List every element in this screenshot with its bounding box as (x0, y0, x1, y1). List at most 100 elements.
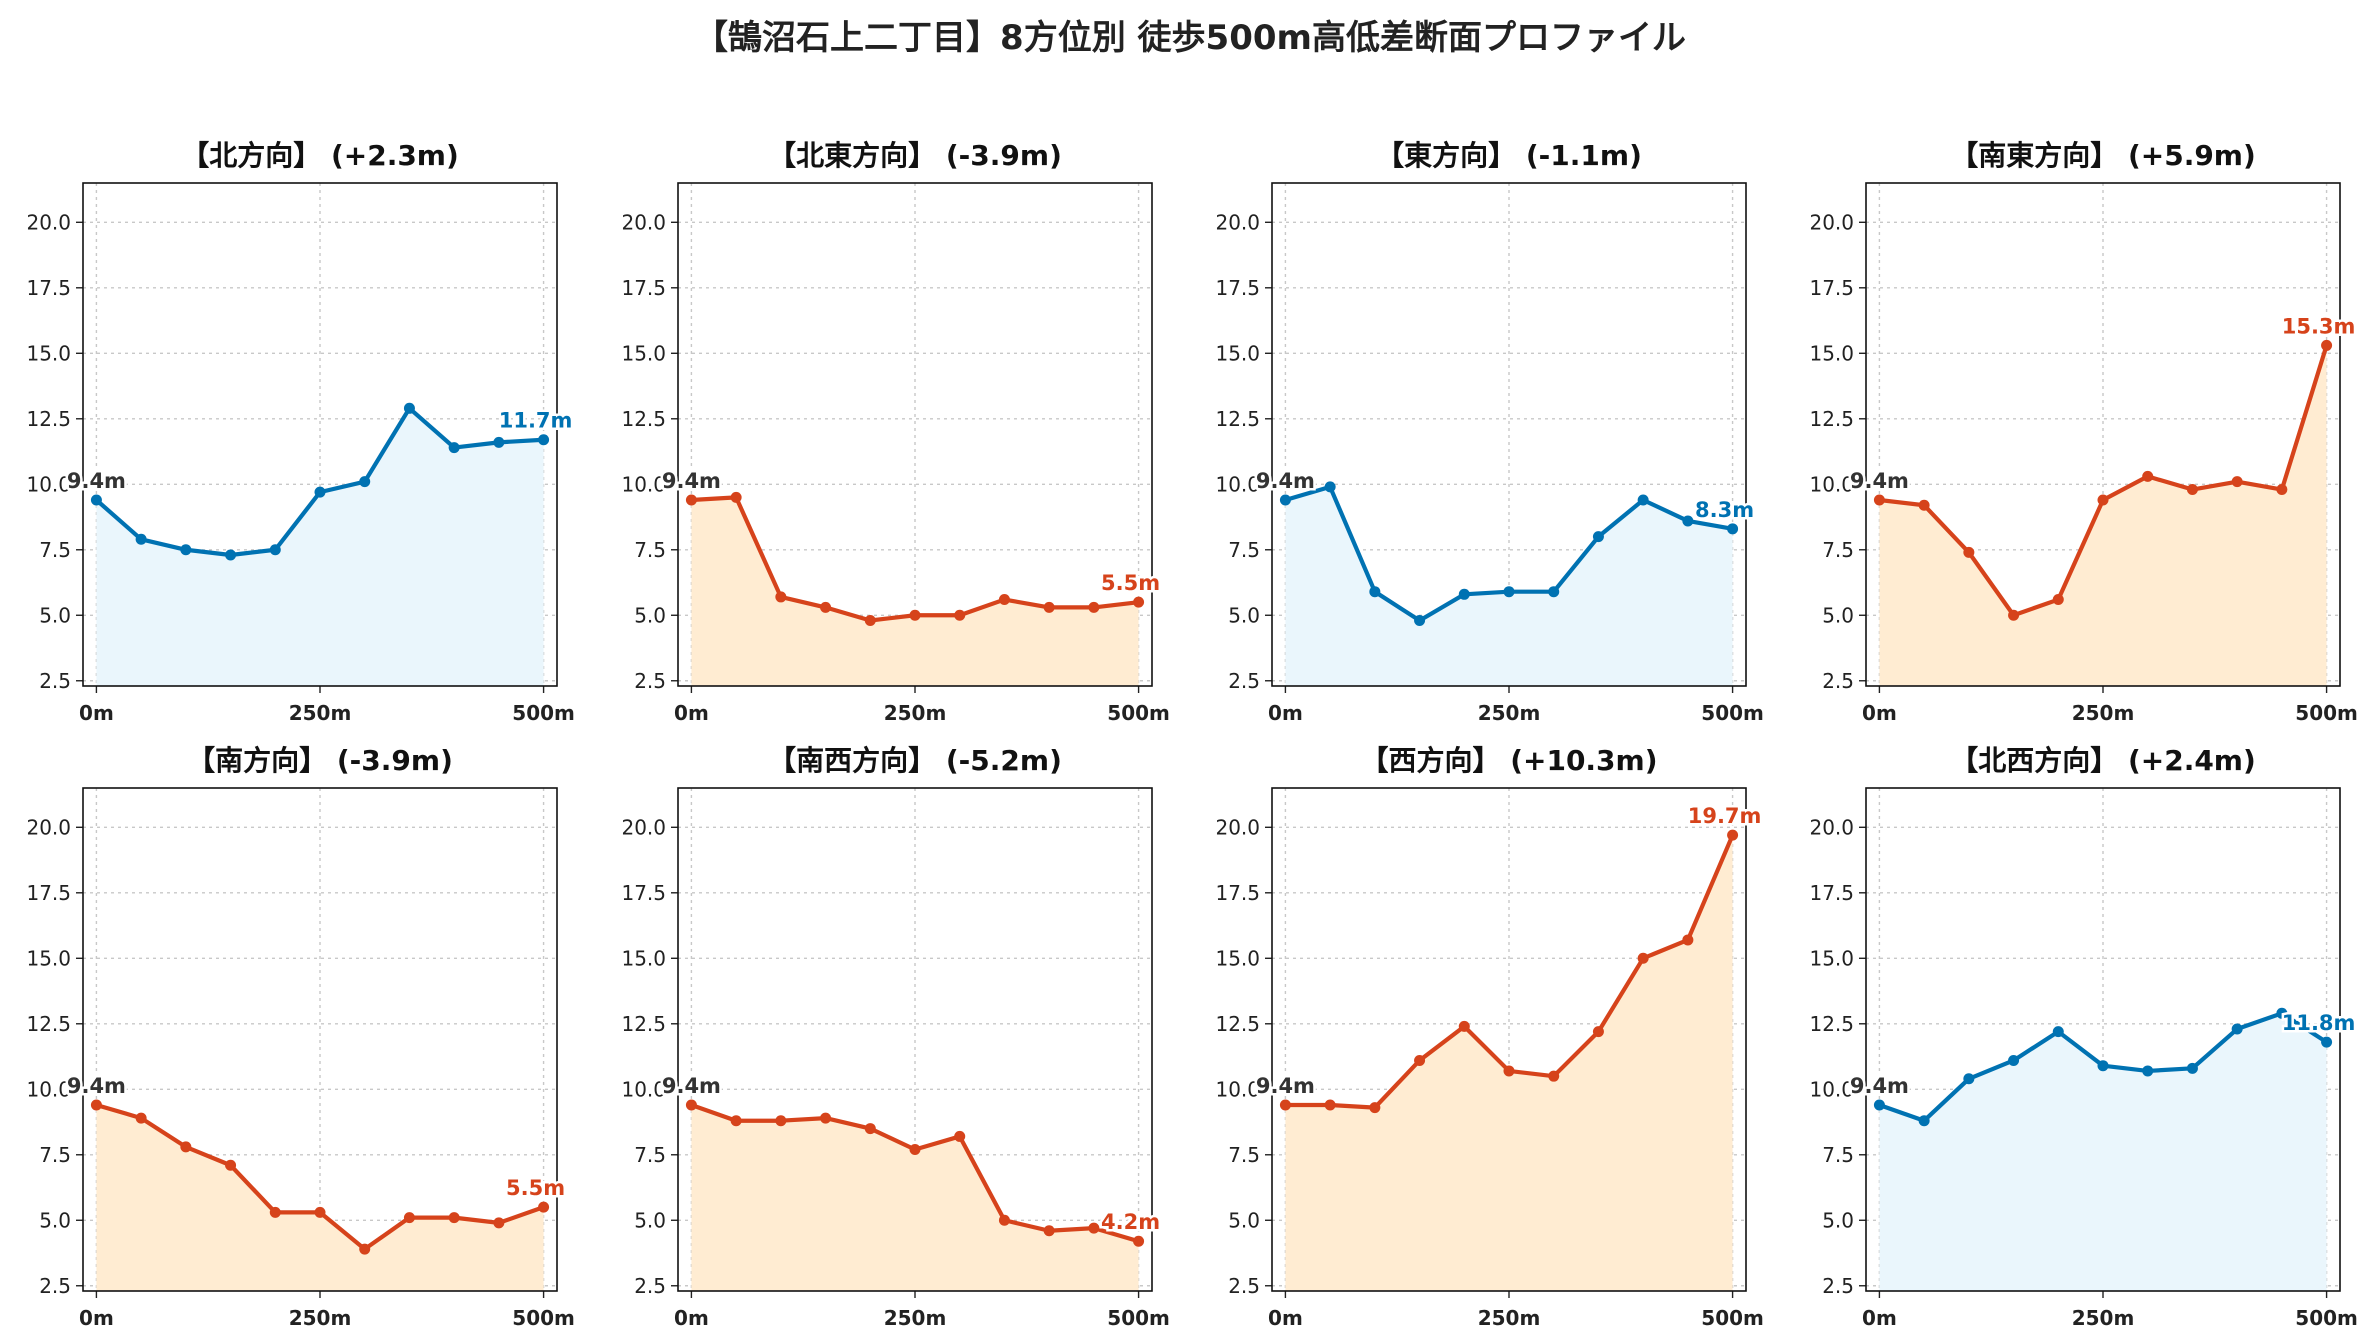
data-point (1963, 1073, 1975, 1085)
data-point (448, 442, 460, 454)
x-tick-label: 250m (289, 701, 352, 725)
data-point (954, 609, 966, 621)
start-value-label: 9.4m (1850, 1074, 1909, 1098)
x-tick-label: 500m (512, 1306, 575, 1330)
data-point (359, 476, 371, 488)
y-tick-label: 12.5 (1809, 1012, 1854, 1036)
data-point (225, 549, 237, 561)
y-tick-label: 20.0 (1809, 210, 1854, 234)
y-tick-label: 17.5 (621, 276, 666, 300)
end-value-label: 4.2m (1101, 1210, 1160, 1234)
data-point (730, 1115, 742, 1127)
y-tick-label: 7.5 (39, 1143, 71, 1167)
data-point (538, 434, 550, 446)
data-point (493, 1217, 505, 1229)
data-point (2142, 470, 2154, 482)
data-point (90, 494, 102, 506)
data-point (180, 544, 192, 556)
data-point (1324, 481, 1336, 493)
area-fill (96, 408, 544, 686)
data-point (269, 544, 281, 556)
data-point (685, 494, 697, 506)
y-tick-label: 15.0 (621, 341, 666, 365)
data-point (2008, 1054, 2020, 1066)
x-tick-label: 500m (2295, 701, 2358, 725)
area-fill (1285, 835, 1733, 1291)
area-fill (691, 497, 1139, 686)
end-value-label: 5.5m (1101, 571, 1160, 595)
y-tick-label: 15.0 (1809, 341, 1854, 365)
y-tick-label: 10.0 (1809, 472, 1854, 496)
x-tick-label: 0m (79, 701, 114, 725)
y-tick-label: 20.0 (1215, 815, 1260, 839)
end-value-label: 15.3m (2282, 314, 2356, 338)
plot-frame (677, 787, 1153, 1292)
x-tick-label: 250m (2072, 701, 2135, 725)
x-tick-label: 0m (1862, 1306, 1897, 1330)
data-point (225, 1159, 237, 1171)
area-fill (1879, 345, 2327, 686)
data-point (1133, 596, 1145, 608)
y-tick-label: 2.5 (1822, 669, 1854, 693)
y-tick-label: 12.5 (26, 407, 71, 431)
y-tick-label: 12.5 (1809, 407, 1854, 431)
y-tick-label: 12.5 (26, 1012, 71, 1036)
y-tick-label: 7.5 (1228, 1143, 1260, 1167)
data-point (1088, 601, 1100, 613)
data-point (1592, 1026, 1604, 1038)
y-tick-label: 12.5 (621, 407, 666, 431)
y-tick-label: 12.5 (1215, 1012, 1260, 1036)
data-point (1088, 1222, 1100, 1234)
x-tick-label: 0m (1268, 1306, 1303, 1330)
data-point (2186, 484, 2198, 496)
area-fill (1879, 1013, 2327, 1291)
chart-panel-7: 【北西方向】 (+2.4m) 2.5 5.0 7.5 10.0 12.5 15.0 17.5 2… (1809, 744, 2357, 1330)
y-tick-label: 17.5 (1809, 881, 1854, 905)
x-tick-label: 250m (884, 1306, 947, 1330)
y-tick-label: 7.5 (1822, 1143, 1854, 1167)
plot-frame (82, 787, 558, 1292)
end-value-label: 11.8m (2282, 1011, 2356, 1035)
panel-title: 【南東方向】 (+5.9m) (1950, 139, 2256, 172)
data-point (1503, 586, 1515, 598)
data-point (538, 1201, 550, 1213)
data-point (1369, 586, 1381, 598)
data-point (2142, 1065, 2154, 1077)
data-point (998, 594, 1010, 606)
y-tick-label: 5.0 (1228, 1208, 1260, 1232)
data-point (730, 491, 742, 503)
start-value-label: 9.4m (1256, 1074, 1315, 1098)
data-point (909, 609, 921, 621)
y-tick-label: 5.0 (1822, 603, 1854, 627)
y-tick-label: 17.5 (1809, 276, 1854, 300)
y-tick-label: 10.0 (621, 1077, 666, 1101)
panel-title: 【南西方向】 (-5.2m) (768, 744, 1062, 777)
data-point (820, 601, 832, 613)
y-tick-label: 15.0 (1215, 341, 1260, 365)
y-tick-label: 17.5 (26, 881, 71, 905)
chart-panel-1: 【北東方向】 (-3.9m) 2.5 5.0 7.5 10.0 12.5 15.0 17.5 2… (621, 139, 1169, 725)
data-point (685, 1099, 697, 1111)
data-point (180, 1141, 192, 1153)
data-point (1682, 934, 1694, 946)
x-tick-label: 250m (1478, 701, 1541, 725)
data-point (1503, 1065, 1515, 1077)
data-point (403, 402, 415, 414)
data-point (1682, 515, 1694, 527)
y-tick-label: 15.0 (26, 946, 71, 970)
data-point (269, 1206, 281, 1218)
data-point (2231, 1023, 2243, 1035)
y-tick-label: 2.5 (39, 1274, 71, 1298)
x-tick-label: 500m (2295, 1306, 2358, 1330)
y-tick-label: 10.0 (26, 1077, 71, 1101)
y-tick-label: 12.5 (1215, 407, 1260, 431)
chart-panel-3: 【南東方向】 (+5.9m) 2.5 5.0 7.5 10.0 12.5 15.0 17.5 2… (1809, 139, 2357, 725)
y-tick-label: 17.5 (621, 881, 666, 905)
y-tick-label: 15.0 (1809, 946, 1854, 970)
data-point (2097, 1060, 2109, 1072)
data-point (2008, 609, 2020, 621)
y-tick-label: 10.0 (26, 472, 71, 496)
data-point (775, 591, 787, 603)
panel-title: 【北東方向】 (-3.9m) (768, 139, 1062, 172)
y-tick-label: 7.5 (39, 538, 71, 562)
